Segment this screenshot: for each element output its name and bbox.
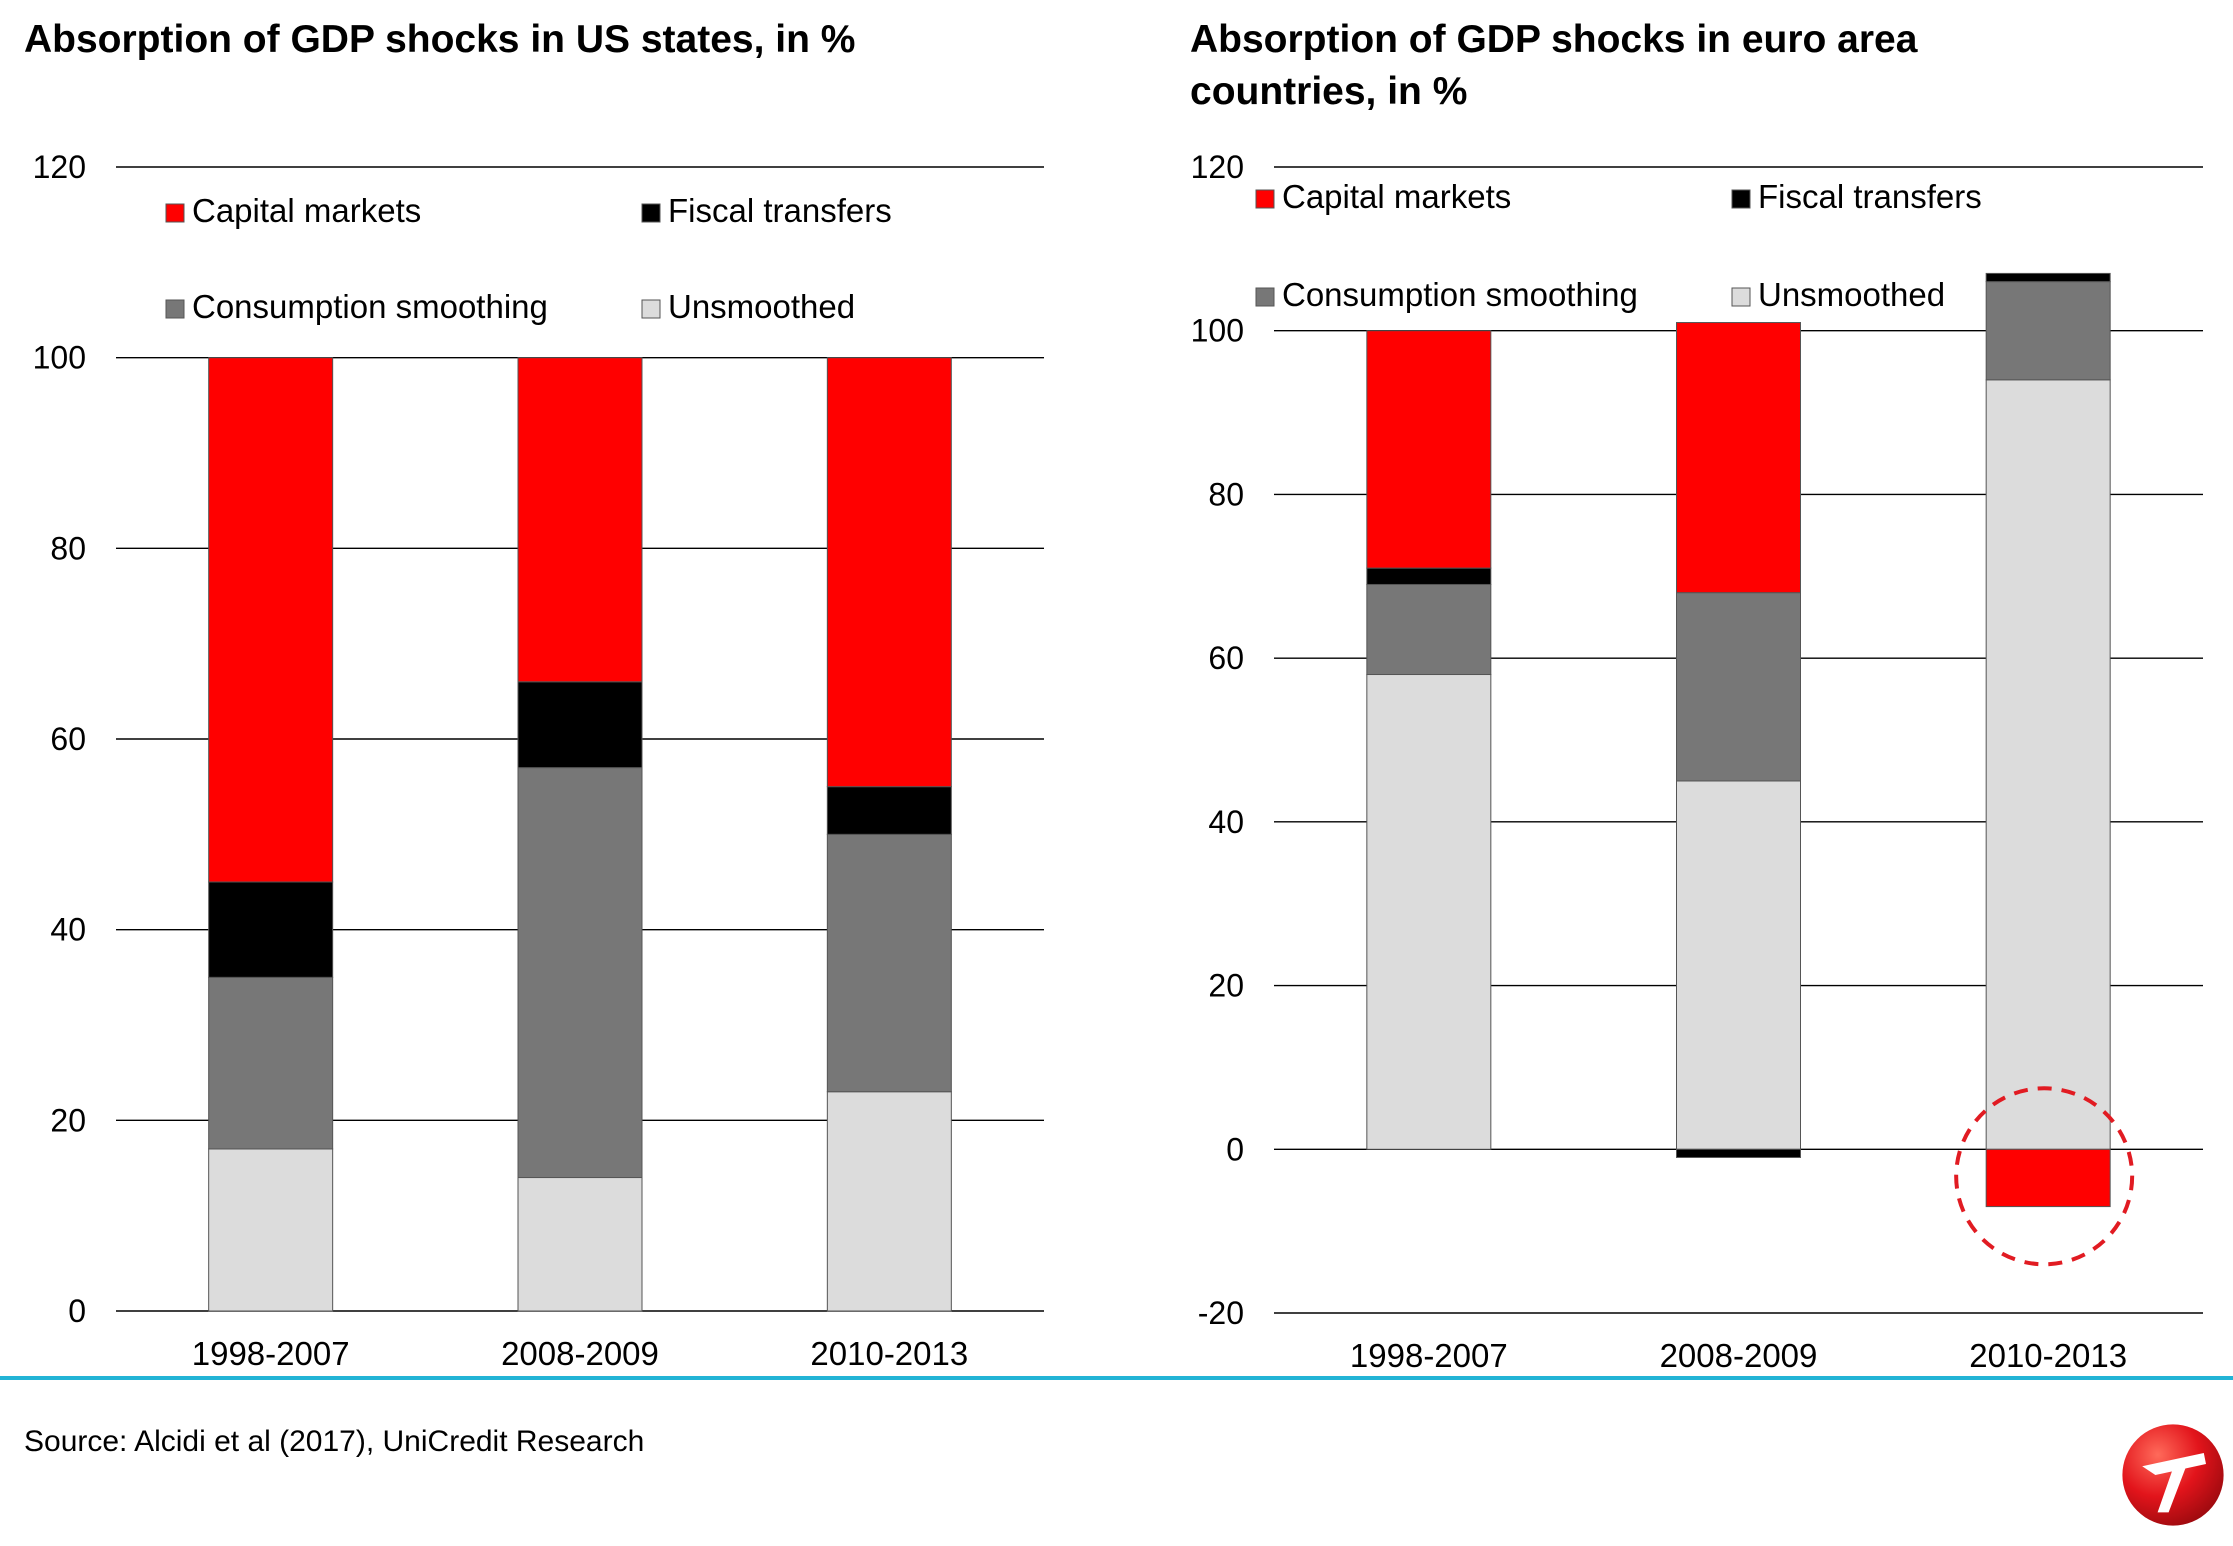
y-tick-label: 100: [33, 340, 86, 376]
bar-capital-markets-2008-2009: [517, 357, 643, 683]
legend-swatch-consumption-smoothing: [1255, 287, 1275, 307]
legend-swatch-capital-markets: [165, 203, 185, 223]
x-category-label: 2010-2013: [810, 1335, 968, 1372]
unicredit-logo-icon: [2122, 1424, 2224, 1526]
bar-consumption-smoothing-2008-2009: [1676, 592, 1801, 782]
legend-label-fiscal-transfers: Fiscal transfers: [668, 192, 892, 229]
y-tick-label: 20: [1208, 968, 1244, 1004]
y-tick-label: -20: [1198, 1295, 1244, 1331]
bar-fiscal-transfers-2010-2013: [1985, 272, 2111, 283]
bar-unsmoothed-2008-2009: [517, 1177, 643, 1312]
x-category-label: 1998-2007: [1350, 1337, 1508, 1374]
legend-swatch-consumption-smoothing: [165, 299, 185, 319]
legend-swatch-fiscal-transfers: [1731, 189, 1751, 209]
legend-label-consumption-smoothing: Consumption smoothing: [1282, 276, 1638, 313]
bar-fiscal-transfers-2008-2009: [517, 681, 643, 769]
us-states-chart: 0 20 40 60 80 100 120 1998-2007 2008-2009 2010-20…: [33, 149, 1044, 1372]
y-tick-label: 80: [50, 530, 86, 566]
legend-swatch-unsmoothed: [1731, 287, 1751, 307]
bar-capital-markets-2010-2013: [826, 357, 952, 788]
footer-divider: [0, 1376, 2233, 1380]
bar-fiscal-transfers-2008-2009: [1676, 1148, 1801, 1158]
x-category-label: 1998-2007: [192, 1335, 350, 1372]
bar-capital-markets-2008-2009: [1676, 322, 1801, 594]
y-tick-label: 40: [1208, 804, 1244, 840]
y-tick-label: 120: [33, 149, 86, 185]
y-tick-label: 40: [50, 912, 86, 948]
legend-label-fiscal-transfers: Fiscal transfers: [1758, 178, 1982, 215]
legend-swatch-unsmoothed: [641, 299, 661, 319]
bar-unsmoothed-1998-2007: [208, 1148, 334, 1312]
bar-unsmoothed-2010-2013: [826, 1091, 952, 1312]
euro-area-chart: -20 0 20 40 60 80 100 120 1998-2007 2008-2009 2010…: [1191, 149, 2203, 1374]
bar-consumption-smoothing-2010-2013: [826, 833, 952, 1093]
bar-capital-markets-1998-2007: [208, 357, 334, 883]
x-category-label: 2008-2009: [1660, 1337, 1818, 1374]
y-tick-label: 100: [1191, 313, 1244, 349]
y-tick-label: 60: [50, 721, 86, 757]
bar-fiscal-transfers-1998-2007: [1366, 567, 1492, 585]
y-tick-label: 0: [68, 1293, 86, 1329]
bar-consumption-smoothing-2008-2009: [517, 767, 643, 1179]
legend-label-consumption-smoothing: Consumption smoothing: [192, 288, 548, 325]
y-tick-label: 20: [50, 1102, 86, 1138]
bar-consumption-smoothing-2010-2013: [1985, 281, 2111, 381]
legend-label-unsmoothed: Unsmoothed: [668, 288, 855, 325]
legend-swatch-fiscal-transfers: [641, 203, 661, 223]
bar-consumption-smoothing-1998-2007: [1366, 583, 1492, 676]
legend-label-capital-markets: Capital markets: [192, 192, 421, 229]
y-tick-label: 0: [1226, 1131, 1244, 1167]
source-note: Source: Alcidi et al (2017), UniCredit R…: [24, 1425, 645, 1458]
legend-swatch-capital-markets: [1255, 189, 1275, 209]
chart-title-us: Absorption of GDP shocks in US states, i…: [24, 18, 856, 61]
bar-fiscal-transfers-2010-2013: [826, 786, 952, 835]
bar-fiscal-transfers-1998-2007: [208, 881, 334, 978]
bar-unsmoothed-2008-2009: [1676, 780, 1801, 1150]
x-category-label: 2010-2013: [1969, 1337, 2127, 1374]
y-tick-label: 120: [1191, 149, 1244, 185]
chart-title-euro: Absorption of GDP shocks in euro area co…: [1190, 18, 1918, 113]
bar-capital-markets-1998-2007: [1366, 330, 1492, 569]
legend-label-unsmoothed: Unsmoothed: [1758, 276, 1945, 313]
bar-unsmoothed-1998-2007: [1366, 674, 1492, 1150]
y-tick-label: 60: [1208, 640, 1244, 676]
bar-capital-markets-2010-2013: [1985, 1148, 2111, 1208]
legend-label-capital-markets: Capital markets: [1282, 178, 1511, 215]
bar-unsmoothed-2010-2013: [1985, 379, 2111, 1150]
y-tick-label: 80: [1208, 476, 1244, 512]
x-category-label: 2008-2009: [501, 1335, 659, 1372]
bar-consumption-smoothing-1998-2007: [208, 976, 334, 1150]
highlight-circle-annotation: [1954, 1086, 2135, 1267]
